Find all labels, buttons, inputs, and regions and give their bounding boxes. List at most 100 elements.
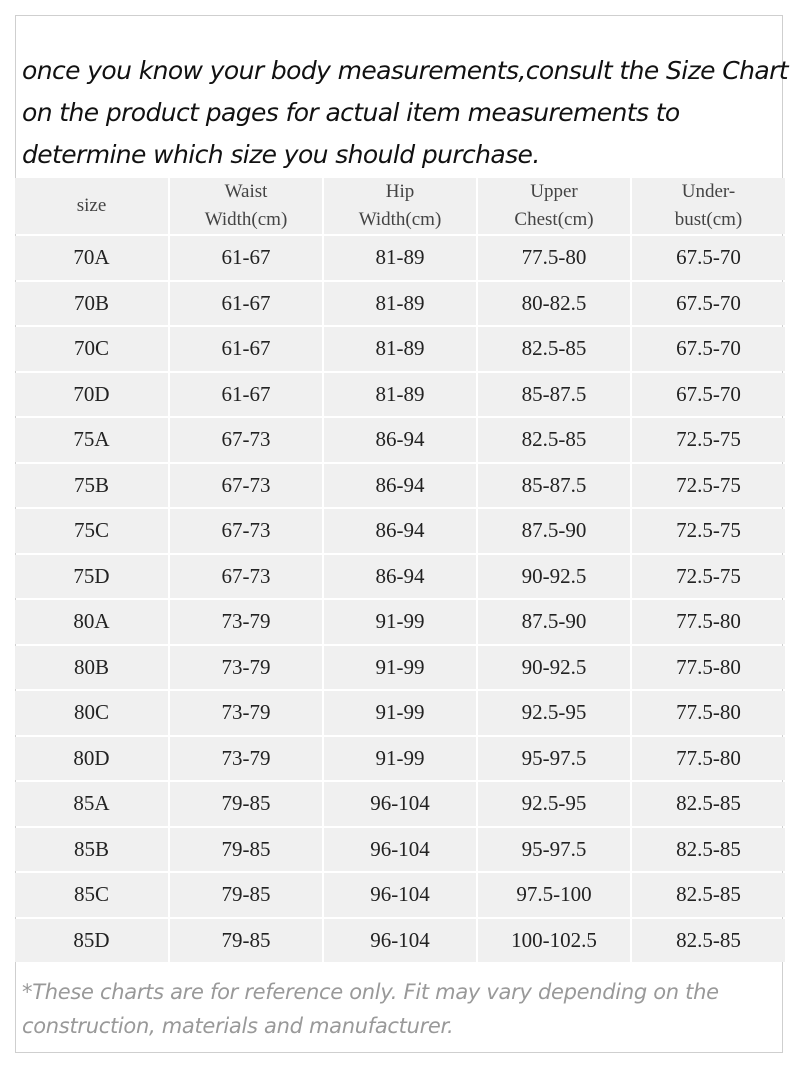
table-cell: 77.5-80 (632, 600, 785, 644)
table-cell: 90-92.5 (478, 554, 630, 598)
table-cell: 61-67 (170, 327, 322, 371)
table-cell: 77.5-80 (632, 691, 785, 735)
table-cell: 95-97.5 (478, 736, 630, 780)
table-cell: 86-94 (324, 418, 476, 462)
header-text: bust(cm) (674, 209, 743, 230)
table-cell: 61-67 (170, 281, 322, 325)
table-cell: 67-73 (170, 418, 322, 462)
table-cell: 82.5-85 (632, 918, 785, 962)
table-cell: 85-87.5 (478, 463, 630, 507)
table-cell: 86-94 (324, 463, 476, 507)
table-cell: 67-73 (170, 509, 322, 553)
table-cell: 61-67 (170, 236, 322, 280)
table-cell: 90-92.5 (478, 645, 630, 689)
table-cell: 96-104 (324, 827, 476, 871)
header-cell: Under-bust(cm) (632, 178, 785, 234)
table-cell: 85C (15, 873, 168, 917)
table-cell: 91-99 (324, 600, 476, 644)
table-cell: 82.5-85 (632, 873, 785, 917)
table-cell: 85D (15, 918, 168, 962)
table-cell: 72.5-75 (632, 554, 785, 598)
size-table: size Waist Width(cm) Hip Width(cm) Upper Chest… (15, 178, 785, 962)
intro-line: determine which size you should purchase… (22, 140, 540, 169)
table-cell: 80D (15, 736, 168, 780)
table-cell: 91-99 (324, 645, 476, 689)
table-cell: 92.5-95 (478, 691, 630, 735)
table-cell: 82.5-85 (632, 782, 785, 826)
table-cell: 82.5-85 (478, 418, 630, 462)
table-cell: 73-79 (170, 736, 322, 780)
header-text: Width(cm) (204, 209, 288, 230)
note-line: construction, materials and manufacturer… (22, 1014, 454, 1038)
table-cell: 75B (15, 463, 168, 507)
table-cell: 82.5-85 (478, 327, 630, 371)
table-cell: 73-79 (170, 645, 322, 689)
table-cell: 92.5-95 (478, 782, 630, 826)
header-cell: Waist Width(cm) (170, 178, 322, 234)
table-cell: 79-85 (170, 918, 322, 962)
table-cell: 81-89 (324, 327, 476, 371)
header-text: Upper (530, 181, 578, 202)
header-text: Chest(cm) (514, 209, 594, 230)
table-cell: 67.5-70 (632, 281, 785, 325)
table-cell: 77.5-80 (478, 236, 630, 280)
table-cell: 82.5-85 (632, 827, 785, 871)
table-cell: 70D (15, 372, 168, 416)
table-cell: 79-85 (170, 827, 322, 871)
intro-line: once you know your body measurements,con… (22, 56, 789, 85)
table-cell: 80B (15, 645, 168, 689)
table-cell: 85A (15, 782, 168, 826)
table-cell: 70C (15, 327, 168, 371)
table-cell: 85B (15, 827, 168, 871)
table-cell: 67.5-70 (632, 372, 785, 416)
table-cell: 87.5-90 (478, 509, 630, 553)
table-cell: 100-102.5 (478, 918, 630, 962)
table-cell: 72.5-75 (632, 463, 785, 507)
table-cell: 67-73 (170, 463, 322, 507)
table-cell: 77.5-80 (632, 645, 785, 689)
table-cell: 86-94 (324, 554, 476, 598)
table-cell: 80A (15, 600, 168, 644)
table-cell: 67.5-70 (632, 327, 785, 371)
table-cell: 72.5-75 (632, 509, 785, 553)
table-cell: 70A (15, 236, 168, 280)
table-cell: 81-89 (324, 236, 476, 280)
table-cell: 73-79 (170, 600, 322, 644)
table-cell: 91-99 (324, 691, 476, 735)
table-cell: 96-104 (324, 918, 476, 962)
header-text: size (76, 195, 107, 216)
table-cell: 73-79 (170, 691, 322, 735)
table-cell: 80-82.5 (478, 281, 630, 325)
table-cell: 77.5-80 (632, 736, 785, 780)
table-cell: 75A (15, 418, 168, 462)
table-cell: 67-73 (170, 554, 322, 598)
table-cell: 91-99 (324, 736, 476, 780)
intro-line: on the product pages for actual item mea… (22, 98, 680, 127)
table-cell: 67.5-70 (632, 236, 785, 280)
table-cell: 85-87.5 (478, 372, 630, 416)
table-cell: 96-104 (324, 873, 476, 917)
table-cell: 79-85 (170, 873, 322, 917)
header-text: Waist (224, 181, 268, 202)
table-cell: 70B (15, 281, 168, 325)
header-cell: Upper Chest(cm) (478, 178, 630, 234)
table-cell: 81-89 (324, 372, 476, 416)
table-cell: 80C (15, 691, 168, 735)
table-cell: 97.5-100 (478, 873, 630, 917)
table-cell: 87.5-90 (478, 600, 630, 644)
table-cell: 81-89 (324, 281, 476, 325)
header-text: Width(cm) (358, 209, 442, 230)
table-cell: 72.5-75 (632, 418, 785, 462)
table-cell: 75D (15, 554, 168, 598)
table-cell: 95-97.5 (478, 827, 630, 871)
footnote: *These charts are for reference only. Fi… (22, 975, 782, 1043)
table-cell: 86-94 (324, 509, 476, 553)
header-text: Under- (681, 181, 736, 202)
header-text: Hip (385, 181, 415, 202)
table-cell: 96-104 (324, 782, 476, 826)
header-cell: Hip Width(cm) (324, 178, 476, 234)
table-cell: 61-67 (170, 372, 322, 416)
note-line: *These charts are for reference only. Fi… (22, 980, 719, 1004)
intro-text: once you know your body measurements,con… (22, 50, 792, 176)
